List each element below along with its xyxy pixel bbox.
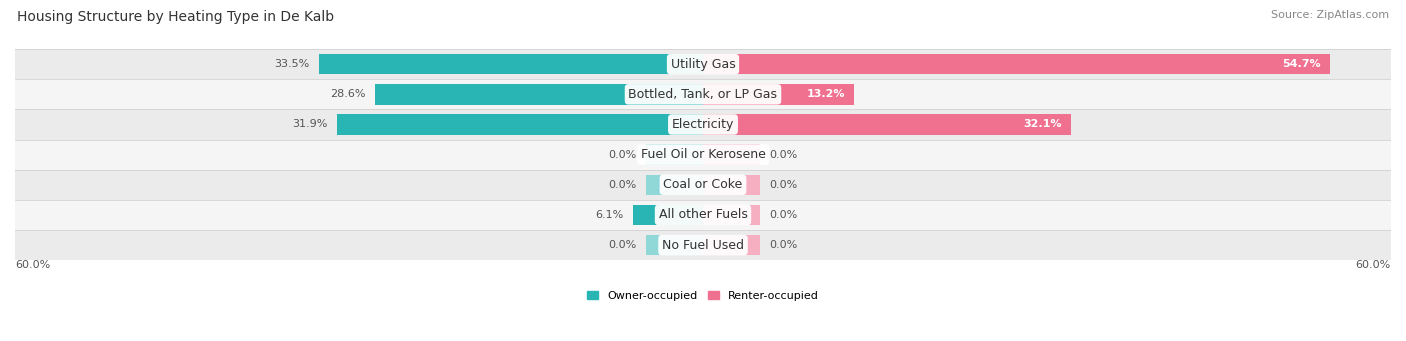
Text: 0.0%: 0.0% — [609, 150, 637, 160]
Bar — [15, 170, 1391, 200]
Text: Electricity: Electricity — [672, 118, 734, 131]
Text: 0.0%: 0.0% — [769, 150, 797, 160]
Text: 33.5%: 33.5% — [274, 59, 309, 69]
Text: 31.9%: 31.9% — [292, 119, 328, 130]
Text: 60.0%: 60.0% — [15, 260, 51, 270]
Text: Bottled, Tank, or LP Gas: Bottled, Tank, or LP Gas — [628, 88, 778, 101]
Bar — [703, 235, 761, 255]
Text: All other Fuels: All other Fuels — [658, 208, 748, 221]
Text: Source: ZipAtlas.com: Source: ZipAtlas.com — [1271, 10, 1389, 20]
Bar — [15, 109, 1391, 139]
Bar — [319, 54, 703, 74]
Text: 13.2%: 13.2% — [807, 89, 845, 99]
Text: 54.7%: 54.7% — [1282, 59, 1322, 69]
Bar — [703, 144, 761, 165]
Text: 28.6%: 28.6% — [330, 89, 366, 99]
Text: Coal or Coke: Coal or Coke — [664, 178, 742, 191]
Text: No Fuel Used: No Fuel Used — [662, 239, 744, 252]
Text: Utility Gas: Utility Gas — [671, 58, 735, 71]
Text: 32.1%: 32.1% — [1024, 119, 1062, 130]
Bar — [645, 235, 703, 255]
Legend: Owner-occupied, Renter-occupied: Owner-occupied, Renter-occupied — [586, 291, 820, 301]
Bar — [15, 200, 1391, 230]
Bar — [15, 139, 1391, 170]
Bar — [703, 205, 761, 225]
Bar — [703, 175, 761, 195]
Text: 0.0%: 0.0% — [609, 240, 637, 250]
Text: 60.0%: 60.0% — [1355, 260, 1391, 270]
Text: 0.0%: 0.0% — [769, 240, 797, 250]
Bar — [15, 49, 1391, 79]
Bar — [703, 54, 1330, 74]
Bar — [15, 230, 1391, 260]
Bar — [337, 114, 703, 135]
Text: 0.0%: 0.0% — [609, 180, 637, 190]
Text: Housing Structure by Heating Type in De Kalb: Housing Structure by Heating Type in De … — [17, 10, 335, 24]
Text: 0.0%: 0.0% — [769, 180, 797, 190]
Bar — [703, 114, 1071, 135]
Text: Fuel Oil or Kerosene: Fuel Oil or Kerosene — [641, 148, 765, 161]
Bar — [633, 205, 703, 225]
Bar — [15, 79, 1391, 109]
Bar — [375, 84, 703, 105]
Text: 0.0%: 0.0% — [769, 210, 797, 220]
Bar — [645, 144, 703, 165]
Bar — [645, 175, 703, 195]
Bar — [703, 84, 855, 105]
Text: 6.1%: 6.1% — [596, 210, 624, 220]
